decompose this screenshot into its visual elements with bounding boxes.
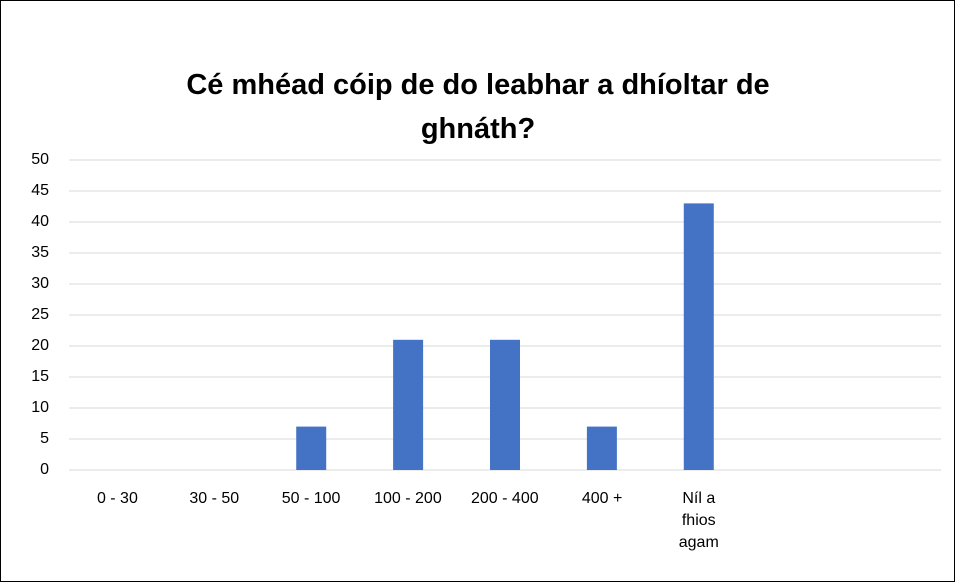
y-tick-label: 40 xyxy=(31,213,49,230)
y-tick-label: 45 xyxy=(31,182,49,199)
y-tick-label: 15 xyxy=(31,368,49,385)
x-tick-label: 30 - 50 xyxy=(189,490,240,507)
bar xyxy=(586,426,617,470)
y-tick-label: 50 xyxy=(31,151,49,168)
y-tick-label: 30 xyxy=(31,275,49,292)
x-tick-label: 50 - 100 xyxy=(281,490,341,507)
x-tick-label: 0 - 30 xyxy=(96,490,138,507)
bar xyxy=(683,203,714,470)
chart-title: Cé mhéad cóip de do leabhar a dhíoltar d… xyxy=(186,69,770,145)
x-tick-label: Níl a fhios agam xyxy=(678,490,719,551)
bar xyxy=(296,426,327,470)
y-tick-label: 10 xyxy=(31,399,49,416)
x-tick-label: 200 - 400 xyxy=(471,490,539,507)
y-tick-label: 20 xyxy=(31,337,49,354)
x-tick-label: 100 - 200 xyxy=(374,490,442,507)
bar xyxy=(490,339,520,470)
y-tick-label: 5 xyxy=(40,430,49,447)
y-tick-label: 25 xyxy=(31,306,49,323)
bar xyxy=(393,339,424,470)
x-tick-label: 400 + xyxy=(581,490,623,507)
y-tick-label: 35 xyxy=(31,244,49,261)
y-tick-label: 0 xyxy=(40,461,49,478)
